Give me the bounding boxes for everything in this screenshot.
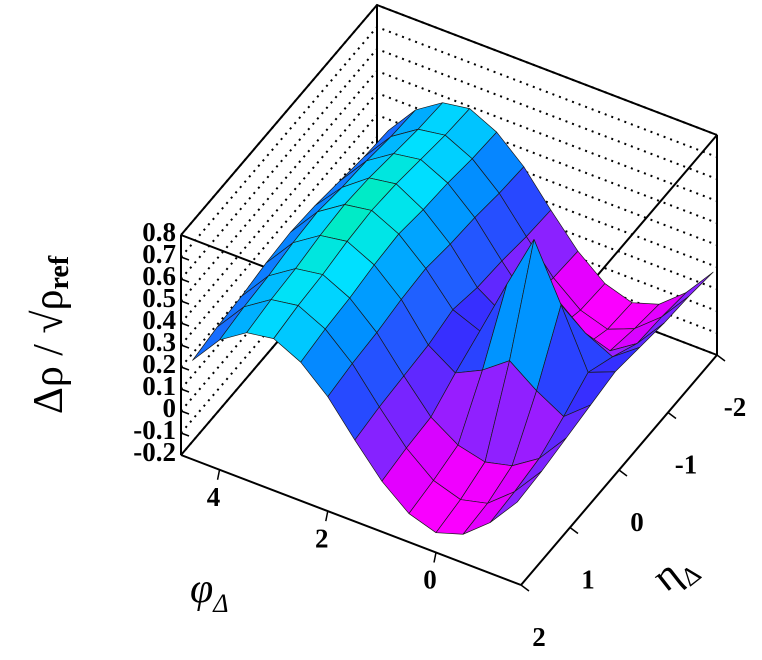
y-tick-label: -2 [724,392,747,422]
grid-line [180,69,718,302]
z-tick-label: 0 [163,393,177,423]
x-axis-line [180,454,522,586]
z-tick-label: 0.1 [142,371,176,401]
z-tick-label: 0.5 [142,283,176,313]
y-tick [569,526,579,535]
y-tick [520,584,530,592]
y-tick [716,354,726,362]
y-tick-label: 2 [532,622,546,652]
z-tick-label: 0.4 [142,305,176,335]
z-tick [180,322,190,327]
grid-line [180,47,718,280]
x-tick [433,552,437,563]
surface-cell [661,271,714,318]
y-tick-label: -1 [675,450,698,480]
z-tick [180,432,190,437]
z-axis-label: Δρ / √ρref [26,255,76,414]
x-tick-label: 2 [315,523,329,553]
z-tick [180,366,190,371]
x-axis-label: φΔ [190,566,229,618]
z-tick [180,278,190,283]
z-tick [180,388,190,393]
z-tick [180,300,190,305]
z-tick-label: -0.1 [133,415,176,445]
z-tick [180,256,190,261]
z-tick-label: -0.2 [133,437,176,467]
z-tick-label: 0.3 [142,327,176,357]
grid-line [180,91,718,324]
z-tick-label: 0.2 [142,349,176,379]
x-tick [216,469,221,480]
grid-line [180,135,718,368]
z-tick [180,344,190,349]
x-axis-label-main: φ [190,566,213,612]
z-axis-label-sub: ref [44,255,75,289]
z-tick-label: 0.8 [142,217,176,247]
z-tick [180,234,190,239]
y-tick-label: 1 [581,565,595,595]
z-tick [180,410,190,415]
grid-line [180,25,718,258]
y-tick [618,469,628,477]
x-tick-label: 4 [207,482,221,512]
grid-line [180,3,718,236]
y-axis-label: ηΔ [644,540,707,605]
x-tick [325,510,329,522]
surface-cell [489,470,543,523]
grid-line [180,113,718,346]
z-axis-label-main: Δρ / √ρ [26,290,72,415]
y-tick-label: 0 [630,507,644,537]
x-axis-label-sub: Δ [212,589,228,618]
x-tick-label: 0 [423,565,437,595]
z-tick-label: 0.7 [142,239,176,269]
z-tick-label: 0.6 [142,261,176,291]
y-tick [667,411,677,420]
